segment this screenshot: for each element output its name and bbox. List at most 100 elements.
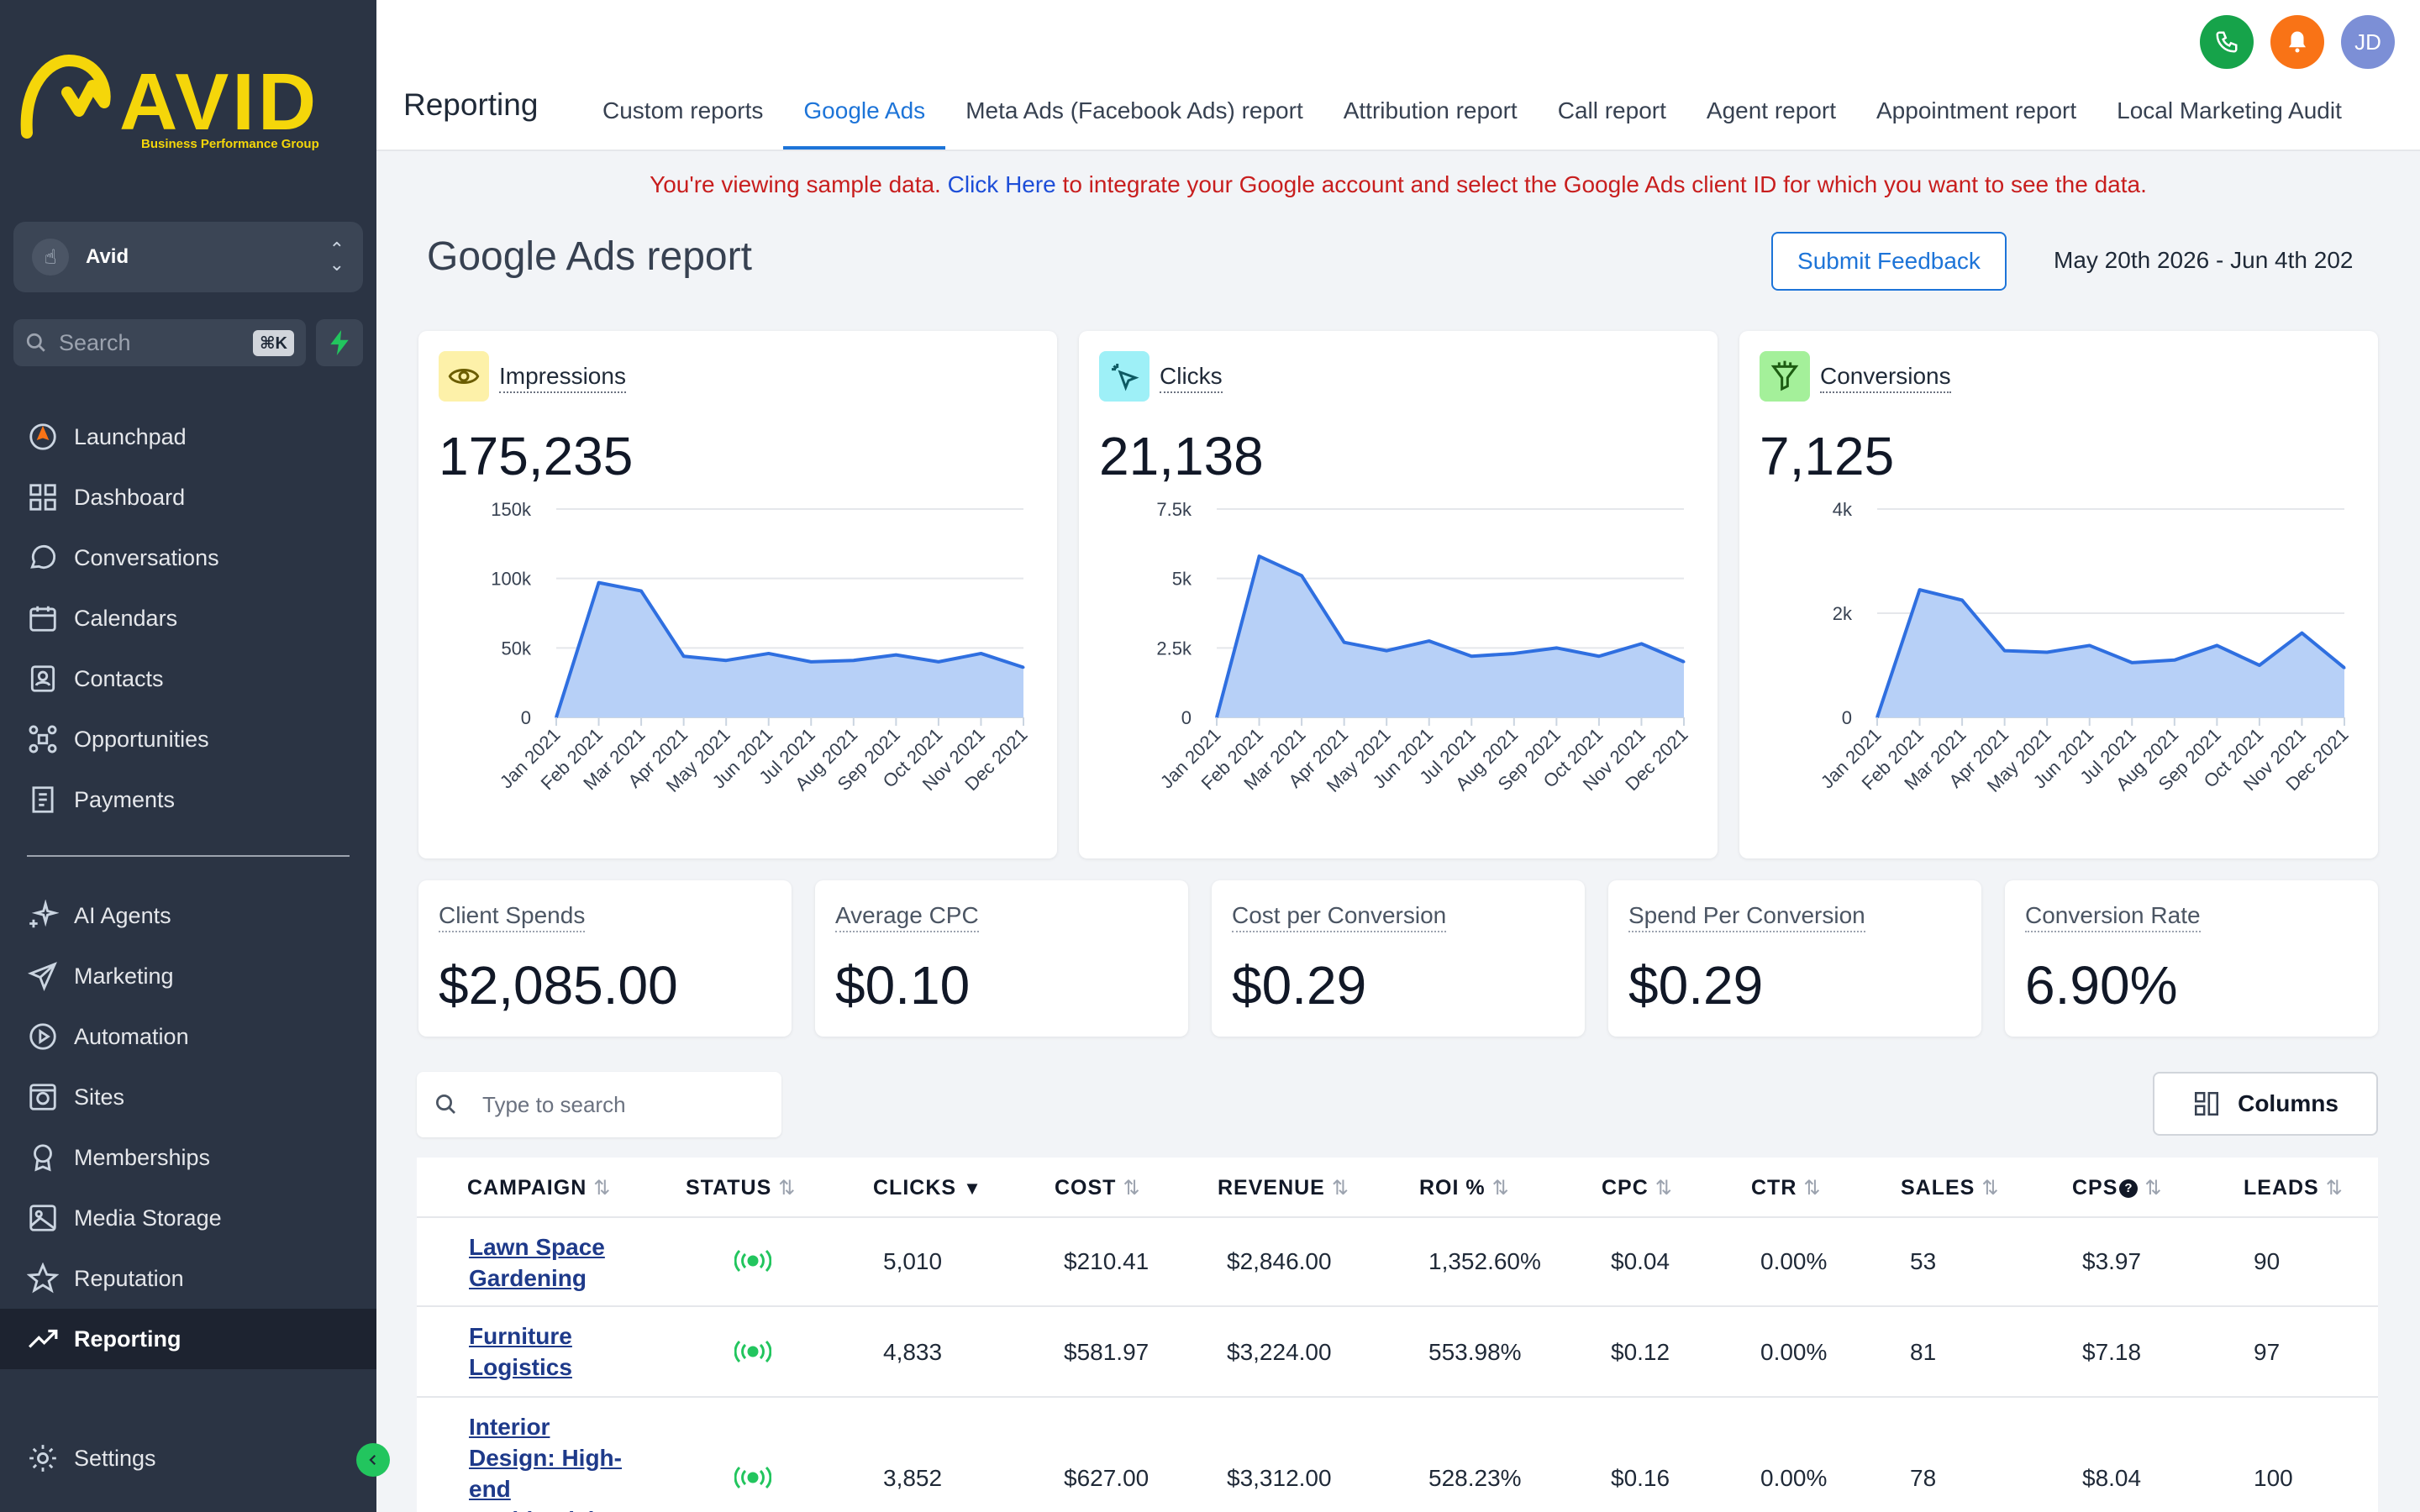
- tab-local-marketing-audit[interactable]: Local Marketing Audit: [2117, 97, 2342, 123]
- table-search-input[interactable]: Type to search: [417, 1072, 781, 1137]
- sidebar-nav-settings: Settings: [0, 1428, 376, 1488]
- tab-call-report[interactable]: Call report: [1557, 97, 1666, 123]
- sidebar-item-calendars[interactable]: Calendars: [0, 588, 376, 648]
- status-live-icon: [734, 1248, 772, 1279]
- help-icon: ?: [2119, 1179, 2139, 1198]
- chart-title[interactable]: Clicks: [1160, 363, 1223, 393]
- col-revenue[interactable]: REVENUE ⇅: [1218, 1176, 1349, 1200]
- col-cpc[interactable]: CPC ⇅: [1602, 1176, 1673, 1200]
- sidebar-item-memberships[interactable]: Memberships: [0, 1127, 376, 1188]
- bell-icon: [2289, 31, 2306, 53]
- tab-appointment-report[interactable]: Appointment report: [1876, 97, 2077, 123]
- sidebar-item-sites[interactable]: Sites: [0, 1067, 376, 1127]
- brand-name: AVID: [119, 57, 319, 147]
- campaign-link[interactable]: Lawn Space Gardening: [469, 1234, 605, 1291]
- sidebar-item-reputation[interactable]: Reputation: [0, 1248, 376, 1309]
- sidebar-nav-bottom: AI Agents Marketing Automation Sites Mem…: [0, 885, 376, 1369]
- clicks-card: Clicks 21,138 0 2.5k 5k 7.5k Jan 2021 Feb 202…: [1079, 331, 1718, 858]
- sort-icon: ⇅: [1491, 1177, 1510, 1200]
- chart-title[interactable]: Impressions: [499, 363, 626, 393]
- sort-icon: ⇅: [1331, 1177, 1349, 1200]
- data-point: [1512, 652, 1516, 655]
- y-tick-label: 5k: [1172, 569, 1192, 590]
- data-point: [1022, 665, 1025, 669]
- date-range-picker[interactable]: May 20th 2026 - Jun 4th 202: [2054, 247, 2354, 273]
- funnel-icon: [1760, 351, 1810, 402]
- data-point: [937, 660, 940, 664]
- sidebar-item-reporting[interactable]: Reporting: [0, 1309, 376, 1369]
- quick-action-button[interactable]: [316, 319, 363, 366]
- search-icon: [436, 1095, 455, 1114]
- sidebar-item-marketing[interactable]: Marketing: [0, 946, 376, 1006]
- table-row: Interior Design: High-end Residential 3,…: [417, 1398, 2378, 1512]
- data-point: [1385, 649, 1388, 653]
- sidebar-item-contacts[interactable]: Contacts: [0, 648, 376, 709]
- sidebar-item-payments[interactable]: Payments: [0, 769, 376, 830]
- page-title: Reporting: [403, 87, 539, 122]
- sidebar-search[interactable]: Search ⌘K: [13, 319, 306, 366]
- col-ctr[interactable]: CTR ⇅: [1751, 1176, 1822, 1200]
- sidebar-item-conversations[interactable]: Conversations: [0, 528, 376, 588]
- y-tick-label: 4k: [1833, 499, 1853, 520]
- sidebar-item-opportunities[interactable]: Opportunities: [0, 709, 376, 769]
- col-cost[interactable]: COST ⇅: [1055, 1176, 1141, 1200]
- data-point: [2130, 661, 2133, 664]
- data-point: [1343, 641, 1346, 644]
- bolt-icon: [330, 330, 349, 355]
- sidebar-item-automation[interactable]: Automation: [0, 1006, 376, 1067]
- area-fill: [1877, 590, 2344, 717]
- sort-icon: ⇅: [778, 1177, 797, 1200]
- series-line: [1215, 554, 1685, 718]
- data-point: [1597, 654, 1601, 658]
- chart-title[interactable]: Conversions: [1820, 363, 1951, 393]
- col-cps[interactable]: CPS? ⇅: [2072, 1176, 2163, 1200]
- col-sales[interactable]: SALES ⇅: [1901, 1176, 2000, 1200]
- data-point: [2088, 643, 2091, 647]
- col-roi[interactable]: ROI % ⇅: [1419, 1176, 1510, 1200]
- globe-icon: [29, 1084, 56, 1110]
- columns-button[interactable]: Columns: [2153, 1072, 2378, 1136]
- campaign-link[interactable]: Interior Design: High-end Residential: [469, 1414, 622, 1512]
- col-status[interactable]: STATUS ⇅: [686, 1176, 797, 1200]
- stat-average-cpc: Average CPC $0.10: [815, 880, 1188, 1037]
- notifications-button[interactable]: [2270, 15, 2324, 69]
- table-header: CAMPAIGN ⇅ STATUS ⇅ CLICKS ▼ COST ⇅ REVENUE ⇅…: [417, 1158, 2378, 1218]
- trend-icon: [29, 1329, 58, 1348]
- sidebar-item-launchpad[interactable]: Launchpad: [0, 407, 376, 467]
- stat-spend-per-conversion: Spend Per Conversion $0.29: [1608, 880, 1981, 1037]
- phone-button[interactable]: [2200, 15, 2254, 69]
- col-clicks[interactable]: CLICKS ▼: [873, 1176, 982, 1200]
- col-leads[interactable]: LEADS ⇅: [2244, 1176, 2344, 1200]
- series-line: [1876, 588, 2346, 718]
- sidebar-item-ai-agents[interactable]: AI Agents: [0, 885, 376, 946]
- tab-agent-report[interactable]: Agent report: [1706, 97, 1836, 123]
- avid-logo[interactable]: AVID Business Performance Group: [15, 52, 361, 153]
- data-point: [2258, 664, 2261, 667]
- sort-icon: ⇅: [1981, 1177, 2000, 1200]
- tab-attribution-report[interactable]: Attribution report: [1343, 97, 1518, 123]
- integrate-link[interactable]: Click Here: [947, 171, 1056, 197]
- data-point: [1960, 599, 1964, 601]
- brand-tagline: Business Performance Group: [141, 137, 319, 151]
- campaign-link[interactable]: Furniture Logistics: [469, 1323, 572, 1380]
- data-point: [1555, 646, 1558, 649]
- data-point: [724, 659, 728, 662]
- data-point: [1918, 588, 1922, 591]
- col-campaign[interactable]: CAMPAIGN ⇅: [467, 1176, 612, 1200]
- sidebar-item-settings[interactable]: Settings: [0, 1428, 376, 1488]
- submit-feedback-button[interactable]: Submit Feedback: [1771, 232, 2007, 291]
- sidebar-item-dashboard[interactable]: Dashboard: [0, 467, 376, 528]
- sidebar-item-media-storage[interactable]: Media Storage: [0, 1188, 376, 1248]
- report-title: Google Ads report: [427, 234, 752, 279]
- collapse-sidebar-button[interactable]: [356, 1443, 390, 1477]
- account-switcher[interactable]: ☝ Avid ⌃ ⌄: [13, 222, 363, 292]
- pointer-icon: ☝: [32, 239, 69, 276]
- avatar[interactable]: JD: [2341, 15, 2395, 69]
- tab-google-ads[interactable]: Google Ads: [783, 81, 946, 150]
- data-point: [2045, 651, 2049, 654]
- data-point: [767, 652, 771, 655]
- tab-meta-ads[interactable]: Meta Ads (Facebook Ads) report: [965, 97, 1303, 123]
- tab-custom-reports[interactable]: Custom reports: [602, 97, 764, 123]
